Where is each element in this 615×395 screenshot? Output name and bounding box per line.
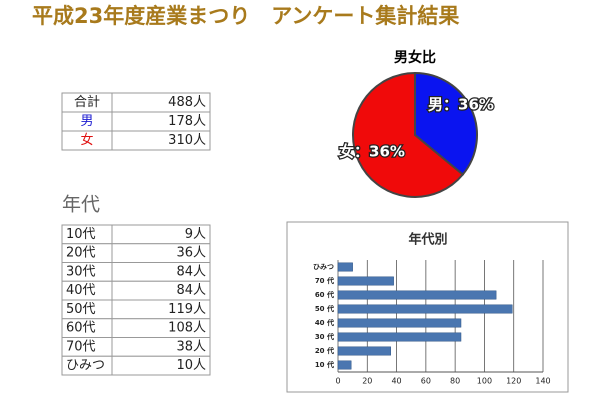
row-value: 310人 — [168, 133, 206, 148]
y-tick-label: 70 代 — [315, 276, 334, 285]
y-tick-label: 10 代 — [315, 360, 334, 369]
table-cell — [111, 355, 211, 376]
row-value: 9人 — [185, 227, 206, 242]
page-title: 平成23年度産業まつり アンケート集計結果 — [32, 4, 459, 28]
row-label: 50代 — [66, 302, 96, 317]
x-tick-label: 100 — [477, 377, 492, 386]
row-value: 178人 — [168, 114, 206, 129]
y-tick-label: ひみつ — [313, 263, 334, 271]
row-label: 40代 — [66, 283, 96, 298]
row-value: 119人 — [168, 302, 206, 317]
row-label: 20代 — [66, 246, 96, 261]
row-label: 10代 — [66, 227, 96, 242]
row-value: 36人 — [176, 246, 206, 261]
row-label: 70代 — [66, 339, 96, 354]
y-tick-label: 20 代 — [315, 346, 334, 355]
row-label: ひみつ — [66, 358, 105, 373]
x-tick-label: 20 — [362, 377, 372, 386]
row-value: 10人 — [176, 358, 206, 373]
bar — [337, 304, 513, 314]
row-value: 84人 — [176, 264, 206, 279]
slice-label: 女：36% — [339, 143, 405, 161]
x-tick-label: 40 — [391, 377, 401, 386]
bar — [337, 318, 462, 328]
y-tick-label: 60 代 — [315, 290, 334, 299]
row-label: 女 — [80, 132, 93, 148]
x-tick-label: 80 — [450, 377, 460, 386]
row-label: 30代 — [66, 264, 96, 279]
row-value: 488人 — [168, 95, 206, 110]
section-title: 年代 — [62, 194, 100, 216]
chart-title: 男女比 — [394, 49, 436, 66]
y-tick-label: 30 代 — [315, 332, 334, 341]
row-value: 84人 — [176, 283, 206, 298]
x-tick-label: 140 — [535, 377, 550, 386]
pie-slice — [414, 71, 478, 176]
row-value: 38人 — [176, 339, 206, 354]
bar — [337, 360, 352, 370]
y-tick-label: 40 代 — [315, 318, 334, 327]
y-tick-label: 50 代 — [315, 304, 334, 313]
bar — [337, 262, 353, 272]
row-value: 108人 — [168, 321, 206, 336]
x-tick-label: 60 — [421, 377, 431, 386]
chart-title: 年代別 — [408, 232, 447, 248]
x-tick-label: 120 — [506, 377, 521, 386]
bar — [337, 332, 462, 342]
row-label: 男 — [80, 114, 93, 129]
table-cell — [111, 130, 211, 151]
bar — [337, 276, 394, 286]
pie-slice — [352, 71, 465, 198]
bar — [337, 290, 497, 300]
row-label: 合計 — [74, 94, 100, 110]
bar — [337, 346, 391, 356]
x-tick-label: 0 — [335, 377, 340, 386]
slice-label: 男：36% — [428, 96, 494, 114]
row-label: 60代 — [66, 321, 96, 336]
